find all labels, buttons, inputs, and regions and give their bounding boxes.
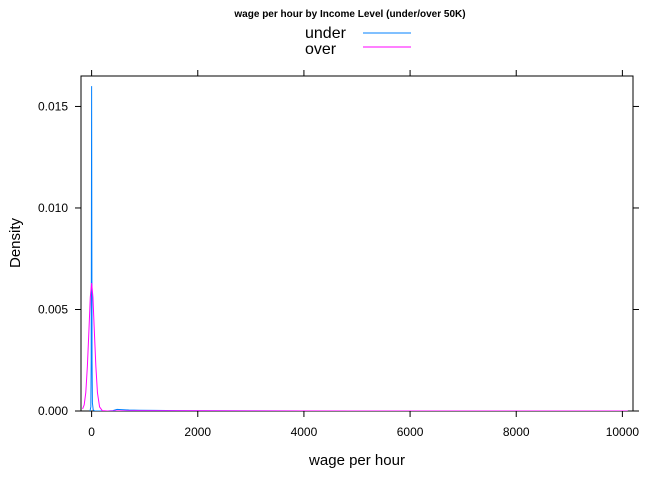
y-axis-label: Density bbox=[7, 217, 24, 268]
axis-tick-labels: 0 2000 4000 6000 8000 10000 0.000 0.005 0.010 0.0… bbox=[38, 99, 639, 439]
legend-label-over: over bbox=[305, 41, 337, 58]
axis-ticks bbox=[75, 70, 639, 417]
x-tick-label: 6000 bbox=[397, 425, 424, 439]
series-line-over bbox=[82, 283, 628, 411]
y-tick-label: 0.005 bbox=[38, 302, 68, 316]
x-tick-label: 0 bbox=[88, 425, 95, 439]
y-tick-label: 0.000 bbox=[38, 404, 68, 418]
series-lines bbox=[82, 86, 628, 411]
y-tick-label: 0.015 bbox=[38, 99, 68, 113]
legend-label-under: under bbox=[305, 25, 347, 42]
x-tick-label: 2000 bbox=[184, 425, 211, 439]
legend: under over bbox=[305, 25, 411, 58]
x-axis-label: wage per hour bbox=[308, 452, 405, 469]
x-tick-label: 8000 bbox=[503, 425, 530, 439]
plot-frame bbox=[80, 75, 634, 412]
y-tick-label: 0.010 bbox=[38, 201, 68, 215]
x-tick-label: 10000 bbox=[606, 425, 640, 439]
chart-title: wage per hour by Income Level (under/ove… bbox=[233, 9, 465, 20]
series-line-under bbox=[89, 86, 628, 411]
x-tick-label: 4000 bbox=[291, 425, 318, 439]
